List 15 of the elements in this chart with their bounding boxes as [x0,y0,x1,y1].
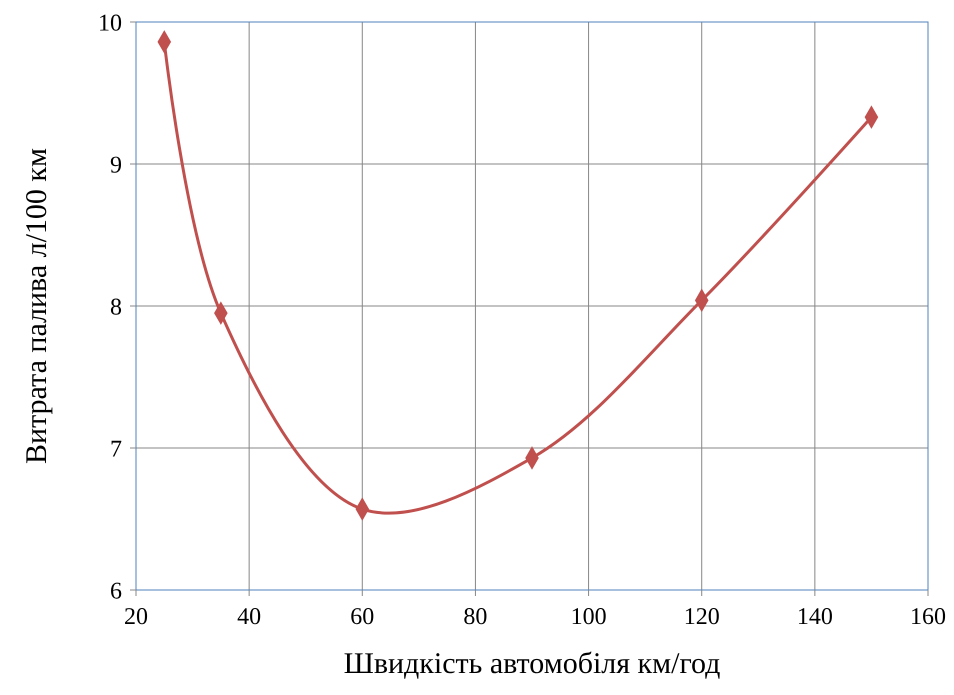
y-axis-title: Витрата палива л/100 км [20,148,53,464]
x-tick-label: 140 [796,604,833,630]
x-tick-label: 60 [350,604,374,630]
y-tick-label: 8 [110,294,122,320]
y-tick-label: 7 [110,436,122,462]
x-tick-label: 100 [570,604,607,630]
x-tick-label: 20 [124,604,148,630]
y-tick-label: 9 [110,152,122,178]
y-tick-label: 10 [98,10,122,36]
y-tick-label: 6 [110,578,122,604]
x-tick-label: 120 [684,604,720,630]
x-tick-label: 80 [463,604,488,630]
x-tick-label: 40 [237,604,262,630]
x-tick-label: 160 [910,604,946,630]
x-axis-title: Швидкість автомобіля км/год [344,647,720,680]
